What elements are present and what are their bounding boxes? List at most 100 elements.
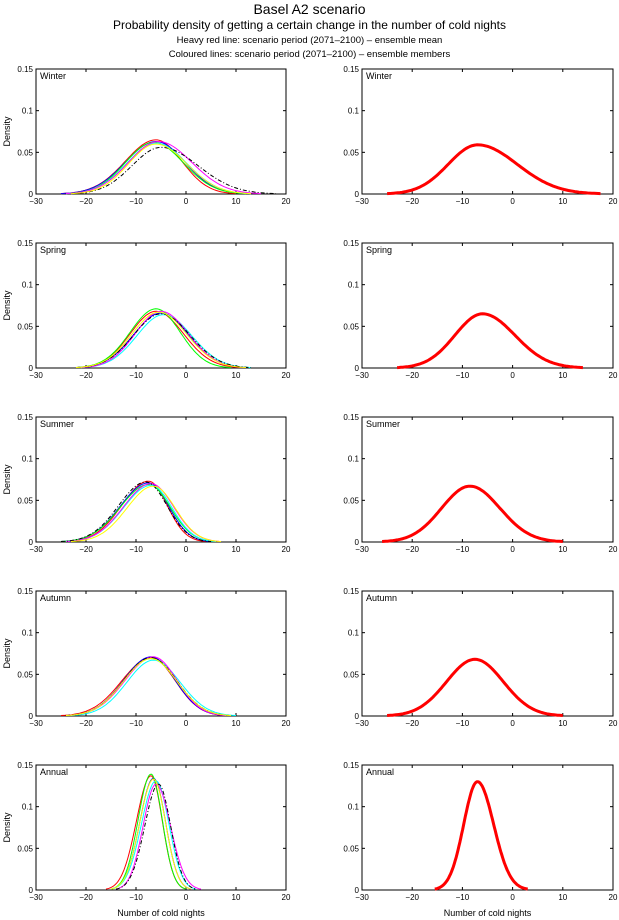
x-tick-label: −30 xyxy=(355,545,369,554)
y-tick-label: 0 xyxy=(355,886,360,895)
x-tick-label: −30 xyxy=(355,719,369,728)
y-tick-label: 0.15 xyxy=(343,239,359,248)
ensemble-member-line xyxy=(65,657,232,716)
y-axis-label: Density xyxy=(2,464,12,495)
x-tick-label: 20 xyxy=(282,197,291,206)
panel-winter-members-axes xyxy=(35,68,287,195)
ensemble-member-line xyxy=(75,308,232,368)
y-tick-label: 0.1 xyxy=(22,629,34,638)
panel-spring-members-axes xyxy=(35,242,287,369)
caption-member-lines: Coloured lines: scenario period (2071–21… xyxy=(168,49,451,60)
ensemble-member-line xyxy=(110,778,192,890)
x-tick-label: 0 xyxy=(184,371,189,380)
ensemble-member-line xyxy=(65,140,262,195)
y-tick-label: 0.15 xyxy=(17,761,33,770)
x-tick-label: −30 xyxy=(29,893,43,902)
x-tick-label: 10 xyxy=(232,371,241,380)
x-tick-label: −10 xyxy=(129,197,143,206)
x-tick-label: 0 xyxy=(510,719,515,728)
x-tick-label: −20 xyxy=(79,371,93,380)
season-label: Annual xyxy=(366,767,394,777)
y-tick-label: 0.1 xyxy=(348,281,360,290)
y-tick-label: 0.15 xyxy=(343,65,359,74)
panel-summer-members-axes xyxy=(35,416,287,543)
y-tick-label: 0.05 xyxy=(343,322,359,331)
x-tick-label: 10 xyxy=(232,893,241,902)
y-tick-label: 0.15 xyxy=(17,65,33,74)
y-tick-label: 0.15 xyxy=(17,413,33,422)
ensemble-mean-line xyxy=(397,312,583,370)
y-tick-label: 0.1 xyxy=(22,281,34,290)
ensemble-member-line xyxy=(60,481,212,542)
x-tick-label: 20 xyxy=(282,893,291,902)
ensemble-member-line xyxy=(110,773,187,890)
ensemble-mean-line xyxy=(382,484,563,543)
x-tick-label: −10 xyxy=(129,545,143,554)
figure-subtitle: Probability density of getting a certain… xyxy=(113,18,506,32)
y-tick-label: 0.1 xyxy=(348,455,360,464)
x-tick-label: 10 xyxy=(558,545,567,554)
ensemble-mean-line xyxy=(434,780,529,891)
ensemble-member-line xyxy=(60,483,217,542)
x-tick-label: 10 xyxy=(558,893,567,902)
ensemble-member-line xyxy=(75,311,247,368)
x-tick-label: −20 xyxy=(405,719,419,728)
x-tick-label: −30 xyxy=(355,371,369,380)
y-tick-label: 0 xyxy=(29,886,34,895)
y-tick-label: 0.15 xyxy=(17,239,33,248)
x-tick-label: 20 xyxy=(609,893,618,902)
ensemble-member-line xyxy=(70,659,237,716)
season-label: Winter xyxy=(40,71,66,81)
y-tick-label: 0.05 xyxy=(17,322,33,331)
y-tick-label: 0 xyxy=(355,364,360,373)
y-tick-label: 0.1 xyxy=(348,629,360,638)
y-tick-label: 0.15 xyxy=(17,587,33,596)
x-tick-label: 20 xyxy=(282,719,291,728)
figure-title: Basel A2 scenario xyxy=(253,1,366,17)
y-tick-label: 0.15 xyxy=(343,761,359,770)
x-tick-label: −30 xyxy=(29,719,43,728)
x-tick-label: 0 xyxy=(184,893,189,902)
panel-winter-mean-axes xyxy=(361,68,614,195)
x-tick-label: −20 xyxy=(79,893,93,902)
x-tick-label: 20 xyxy=(609,545,618,554)
caption-mean-line: Heavy red line: scenario period (2071–21… xyxy=(176,35,443,46)
x-tick-label: −10 xyxy=(456,893,470,902)
panel-annual-mean-axes xyxy=(361,764,614,891)
y-tick-label: 0.1 xyxy=(22,803,34,812)
x-tick-label: −20 xyxy=(405,371,419,380)
ensemble-member-line xyxy=(115,783,197,890)
x-tick-label: 0 xyxy=(184,719,189,728)
y-axis-label: Density xyxy=(2,116,12,147)
x-tick-label: 20 xyxy=(282,545,291,554)
y-axis-label: Density xyxy=(2,290,12,321)
y-tick-label: 0 xyxy=(29,712,34,721)
x-tick-label: 10 xyxy=(558,197,567,206)
x-tick-label: 10 xyxy=(558,719,567,728)
x-tick-label: −20 xyxy=(405,197,419,206)
y-tick-label: 0 xyxy=(355,538,360,547)
y-tick-label: 0.05 xyxy=(17,148,33,157)
x-tick-label: −10 xyxy=(456,197,470,206)
y-tick-label: 0.1 xyxy=(22,107,34,116)
y-tick-label: 0.05 xyxy=(343,496,359,505)
x-tick-label: 20 xyxy=(282,371,291,380)
panel-summer-mean-axes xyxy=(361,416,614,543)
x-tick-label: 10 xyxy=(232,719,241,728)
x-tick-label: 0 xyxy=(510,545,515,554)
y-tick-label: 0.05 xyxy=(17,496,33,505)
y-axis-label: Density xyxy=(2,812,12,843)
y-tick-label: 0.1 xyxy=(348,803,360,812)
ensemble-mean-line xyxy=(387,657,563,717)
ensemble-member-line xyxy=(110,780,197,890)
y-axis-label: Density xyxy=(2,638,12,669)
x-tick-label: −20 xyxy=(405,893,419,902)
season-label: Spring xyxy=(366,245,392,255)
panel-autumn-members-axes xyxy=(35,590,287,717)
x-tick-label: −30 xyxy=(355,197,369,206)
x-tick-label: −10 xyxy=(456,719,470,728)
ensemble-mean-line xyxy=(387,143,601,196)
x-tick-label: 0 xyxy=(510,197,515,206)
x-tick-label: 0 xyxy=(510,893,515,902)
